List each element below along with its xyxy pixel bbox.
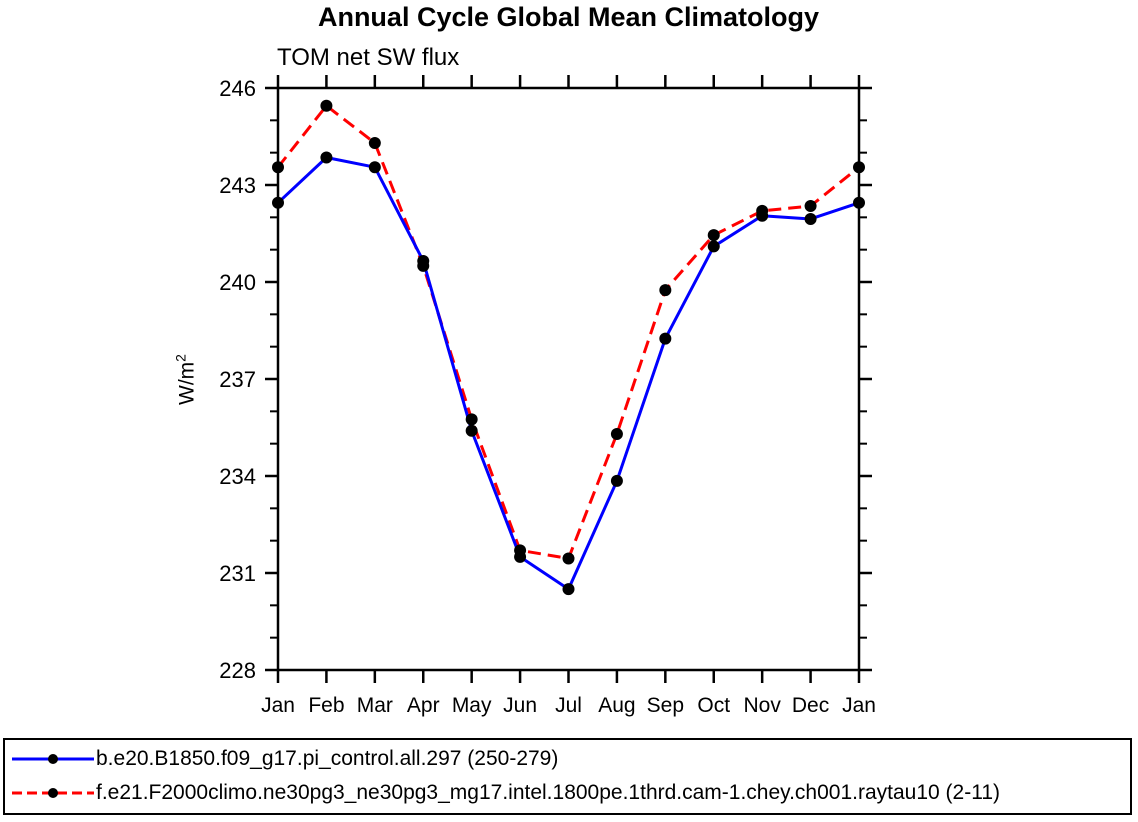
plot-frame	[276, 86, 861, 672]
y-tick-label: 237	[219, 367, 256, 392]
x-tick-label: Jun	[503, 694, 537, 717]
data-point-marker	[804, 200, 817, 213]
x-tick-label: Dec	[792, 694, 829, 717]
series-line-blue	[276, 156, 860, 591]
data-point-marker	[853, 161, 865, 174]
legend-entry-series1: b.e20.B1850.f09_g17.pi_control.all.297 (…	[5, 747, 558, 771]
line-chart: 228 231 234 237 240 243 246 Jan Feb Mar Apr May Jun J…	[219, 75, 876, 717]
data-point-marker	[368, 161, 381, 174]
series-line-red	[276, 104, 860, 560]
y-tick-label: 231	[219, 561, 256, 586]
data-point-marker	[756, 209, 769, 222]
data-point-marker	[659, 332, 672, 345]
y-tick-label: 240	[219, 270, 256, 295]
legend-label-series1: b.e20.B1850.f09_g17.pi_control.all.297 (…	[96, 747, 559, 770]
x-tick-label: Jul	[555, 694, 582, 717]
y-tick-label: 243	[219, 173, 256, 198]
y-tick-label: 228	[219, 658, 256, 683]
data-point-marker	[465, 424, 478, 437]
data-point-marker	[707, 229, 720, 242]
data-point-marker	[610, 474, 623, 487]
data-point-marker	[320, 151, 333, 164]
data-point-marker	[417, 254, 430, 267]
x-tick-label: May	[452, 694, 492, 717]
x-tick-label: Nov	[743, 694, 781, 717]
data-point-marker	[610, 427, 623, 440]
y-tick-label: 234	[219, 464, 256, 489]
data-point-marker	[562, 583, 575, 596]
x-tick-label: Jan	[842, 694, 876, 717]
data-point-marker	[368, 136, 381, 149]
x-tick-label: Oct	[697, 694, 730, 717]
legend-marker-icon	[48, 788, 58, 798]
x-tick-label: Mar	[357, 694, 393, 717]
legend-entry-series2: f.e21.F2000climo.ne30pg3_ne30pg3_mg17.in…	[5, 781, 1000, 805]
legend-label-series2: f.e21.F2000climo.ne30pg3_ne30pg3_mg17.in…	[96, 781, 1001, 804]
data-point-marker	[707, 240, 720, 253]
legend-line-sample-blue	[12, 754, 94, 764]
x-tick-label: Feb	[308, 694, 344, 717]
x-tick-label: Sep	[647, 694, 684, 717]
data-point-marker	[514, 550, 527, 563]
x-tick-label: Aug	[598, 694, 635, 717]
chart-title: Annual Cycle Global Mean Climatology	[317, 2, 820, 32]
x-tick-label: Apr	[407, 694, 440, 717]
data-point-marker	[659, 284, 672, 297]
data-point-marker	[272, 196, 284, 209]
data-point-marker	[853, 196, 865, 209]
data-point-marker	[562, 552, 575, 565]
data-point-marker	[320, 99, 333, 112]
data-point-marker	[272, 161, 284, 174]
data-point-marker	[465, 413, 478, 426]
legend-line-sample-red	[12, 788, 94, 798]
chart-subtitle: TOM net SW flux	[277, 44, 460, 71]
data-point-marker	[804, 212, 817, 225]
x-tick-label: Jan	[261, 694, 295, 717]
y-tick-label: 246	[219, 76, 256, 101]
legend-marker-icon	[48, 754, 58, 764]
legend: b.e20.B1850.f09_g17.pi_control.all.297 (…	[3, 738, 1132, 815]
